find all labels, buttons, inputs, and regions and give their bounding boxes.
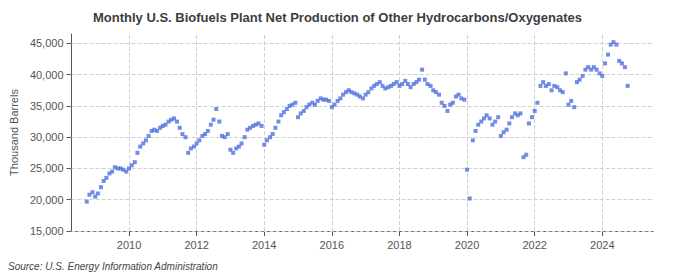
svg-text:Thousand Barrels: Thousand Barrels bbox=[8, 89, 20, 176]
svg-text:2010: 2010 bbox=[117, 239, 141, 251]
svg-text:2018: 2018 bbox=[387, 239, 411, 251]
svg-text:35,000: 35,000 bbox=[30, 100, 64, 112]
svg-text:15,000: 15,000 bbox=[30, 225, 64, 237]
svg-text:Monthly U.S. Biofuels Plant Ne: Monthly U.S. Biofuels Plant Net Producti… bbox=[93, 10, 582, 25]
svg-text:Source: U.S. Energy Informatio: Source: U.S. Energy Information Administ… bbox=[8, 261, 218, 272]
svg-text:2016: 2016 bbox=[320, 239, 344, 251]
svg-text:20,000: 20,000 bbox=[30, 194, 64, 206]
svg-text:2020: 2020 bbox=[455, 239, 479, 251]
svg-text:40,000: 40,000 bbox=[30, 69, 64, 81]
svg-text:2012: 2012 bbox=[184, 239, 208, 251]
svg-text:45,000: 45,000 bbox=[30, 37, 64, 49]
svg-text:2014: 2014 bbox=[252, 239, 276, 251]
svg-text:2022: 2022 bbox=[522, 239, 546, 251]
svg-text:30,000: 30,000 bbox=[30, 131, 64, 143]
svg-text:2024: 2024 bbox=[590, 239, 614, 251]
svg-text:25,000: 25,000 bbox=[30, 162, 64, 174]
